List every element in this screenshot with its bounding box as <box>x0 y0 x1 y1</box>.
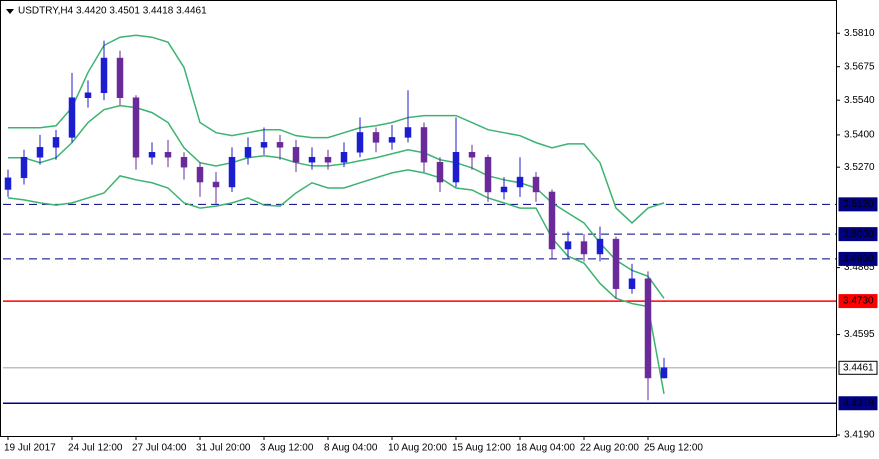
candle-body <box>612 238 620 289</box>
candle-body <box>500 186 508 193</box>
x-tick-label: 24 Jul 12:00 <box>68 443 123 454</box>
candle-body <box>132 97 140 158</box>
candle-body <box>468 152 476 158</box>
bollinger-upper <box>8 34 665 224</box>
candle-body <box>388 137 396 143</box>
candle-body <box>20 156 28 179</box>
x-tick-label: 3 Aug 12:00 <box>260 443 314 454</box>
candle-body <box>100 57 108 94</box>
level-label: 3.4730 <box>843 296 874 307</box>
candle-body <box>660 367 668 379</box>
level-label: 3.4461 <box>843 362 874 373</box>
candle-body <box>436 161 444 183</box>
x-tick-label: 18 Aug 04:00 <box>516 443 575 454</box>
candle-body <box>484 156 492 193</box>
candle-body <box>276 142 284 148</box>
candle-body <box>308 156 316 163</box>
level-label: 3.4318 <box>843 398 874 409</box>
candle-body <box>516 176 524 188</box>
level-label-box <box>838 227 878 242</box>
x-tick-label: 25 Aug 12:00 <box>644 443 703 454</box>
level-label-box <box>838 360 878 375</box>
y-tick-label: 3.5810 <box>844 28 875 39</box>
y-tick-label: 3.4865 <box>844 262 875 273</box>
candle-body <box>148 152 156 158</box>
level-label-box <box>838 251 878 266</box>
candle-body <box>180 156 188 168</box>
candle-body <box>164 152 172 158</box>
menu-triangle[interactable] <box>6 9 14 14</box>
candle-body <box>420 127 428 163</box>
candle-body <box>4 177 12 190</box>
level-label: 3.4900 <box>843 254 874 265</box>
level-label: 3.5120 <box>843 199 874 210</box>
candle-body <box>356 132 364 153</box>
y-tick-label: 3.5270 <box>844 162 875 173</box>
candle-body <box>116 57 124 98</box>
candle-body <box>644 278 652 379</box>
candle-body <box>404 127 412 138</box>
candle-body <box>244 147 252 158</box>
candle-body <box>260 142 268 148</box>
candle-body <box>580 241 588 255</box>
y-tick-label: 3.5675 <box>844 61 875 72</box>
candle-body <box>452 152 460 183</box>
level-label-box <box>838 294 878 309</box>
candle-body <box>84 92 92 98</box>
candle-body <box>324 156 332 163</box>
candle-body <box>564 241 572 250</box>
x-tick-label: 19 Jul 2017 <box>4 443 56 454</box>
candle-body <box>68 97 76 138</box>
candle-body <box>196 166 204 183</box>
candle-body <box>532 176 540 193</box>
y-tick-label: 3.4595 <box>844 329 875 340</box>
candle-body <box>548 191 556 250</box>
candle-body <box>628 278 636 289</box>
y-tick-label: 3.5400 <box>844 130 875 141</box>
plot-frame <box>0 0 837 437</box>
candle-body <box>36 147 44 158</box>
candle-body <box>52 137 60 148</box>
y-tick-label: 3.5540 <box>844 95 875 106</box>
candle-body <box>212 181 220 188</box>
candle-body <box>340 152 348 163</box>
candle-body <box>292 147 300 163</box>
level-label: 3.5000 <box>843 229 874 240</box>
candle-body <box>228 156 236 188</box>
x-tick-label: 15 Aug 12:00 <box>452 443 511 454</box>
candle-body <box>372 132 380 143</box>
x-tick-label: 22 Aug 20:00 <box>580 443 639 454</box>
candle-body <box>596 238 604 255</box>
level-label-box <box>838 197 878 212</box>
x-tick-label: 31 Jul 20:00 <box>196 443 251 454</box>
level-label-box <box>838 396 878 411</box>
chart-title: USDTRY,H4 3.4420 3.4501 3.4418 3.4461 <box>18 6 207 17</box>
x-tick-label: 8 Aug 04:00 <box>324 443 378 454</box>
x-tick-label: 27 Jul 04:00 <box>132 443 187 454</box>
x-tick-label: 10 Aug 20:00 <box>388 443 447 454</box>
y-tick-label: 3.4190 <box>844 430 875 441</box>
